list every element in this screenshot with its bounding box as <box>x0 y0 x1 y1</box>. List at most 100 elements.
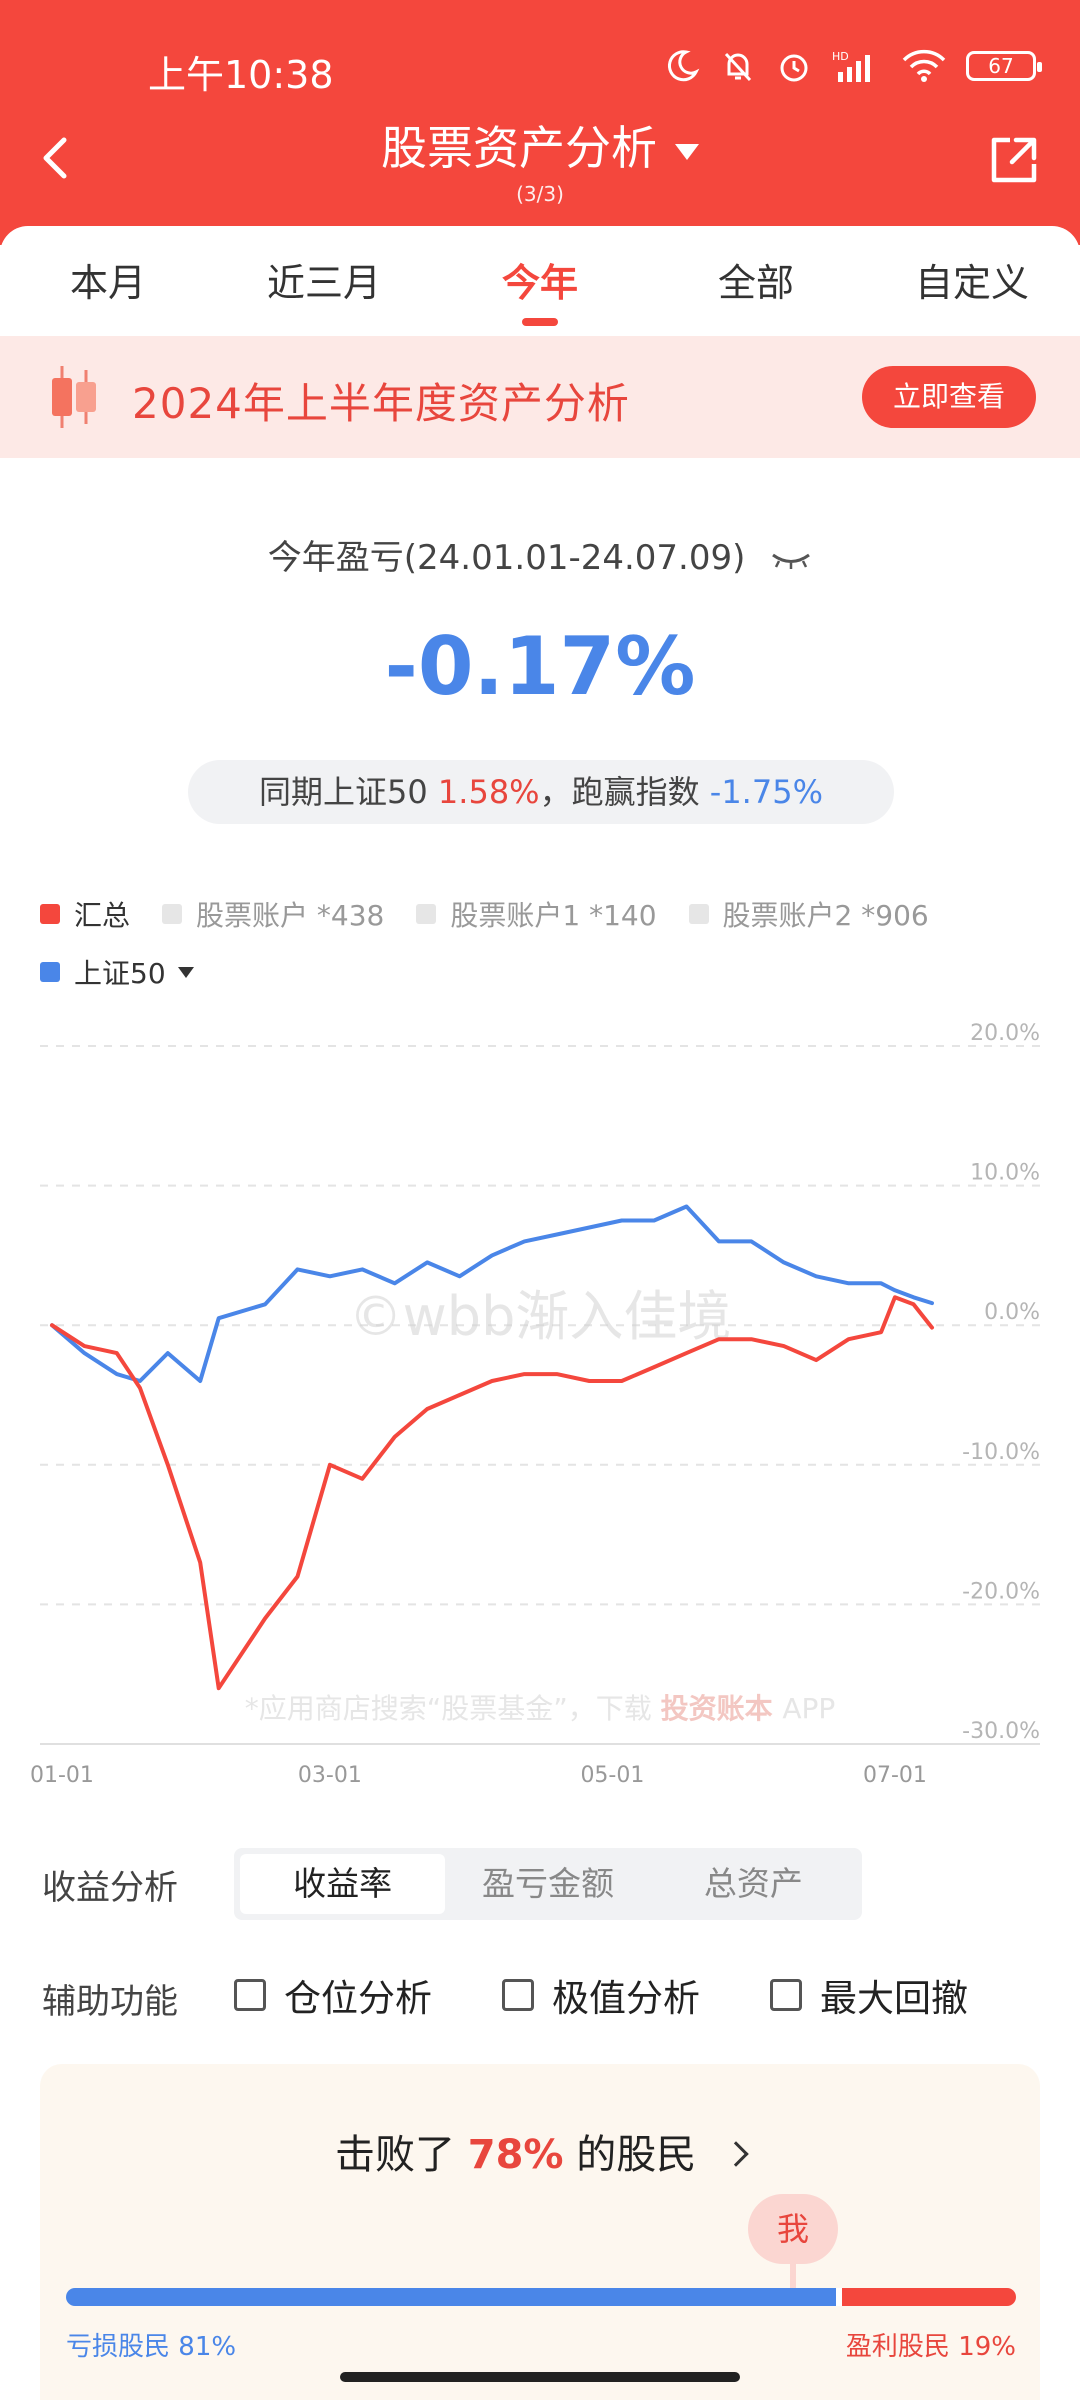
gain-pct: 19% <box>958 2332 1016 2362</box>
watermark: ©wbb渐入佳境 <box>349 1285 732 1348</box>
banner-text: 2024年上半年度资产分析 <box>132 379 630 428</box>
x-tick-label: 01-01 <box>30 1763 94 1788</box>
footer-app: APP <box>782 1692 835 1725</box>
caret-down-icon <box>675 143 699 160</box>
tab-all[interactable]: 全部 <box>717 261 794 305</box>
ranking-card: 击败了 78% 的股民 我 亏损股民 81% 盈利股民 19% <box>40 2064 1040 2400</box>
y-tick-label: -30.0% <box>962 1719 1040 1744</box>
status-bar: 上午10:38 HD 67 <box>0 0 1080 130</box>
index-return: 1.58% <box>437 773 540 811</box>
moon-icon <box>664 48 700 84</box>
back-button[interactable] <box>28 124 88 194</box>
tab-this-year[interactable]: 今年 <box>432 226 648 336</box>
x-tick-label: 03-01 <box>298 1763 362 1788</box>
checkbox-position-analysis[interactable]: 仓位分析 <box>234 1968 432 2022</box>
analysis-label: 收益分析 <box>42 1868 178 1908</box>
legend-total[interactable]: 汇总 <box>40 894 130 934</box>
checkbox-icon <box>234 1979 266 2011</box>
benchmark-line <box>50 1204 934 1383</box>
hd-signal-icon: HD <box>832 48 882 84</box>
me-marker-line <box>790 2260 796 2292</box>
x-tick-label: 05-01 <box>580 1763 644 1788</box>
legend-label: 汇总 <box>74 899 131 932</box>
segment-pnl-amount[interactable]: 盈亏金额 <box>481 1864 614 1903</box>
status-icons: HD 67 <box>664 46 1042 86</box>
share-button[interactable] <box>984 130 1044 190</box>
checkbox-max-drawdown[interactable]: 最大回撤 <box>770 1968 968 2022</box>
excess-return: -1.75% <box>709 773 823 811</box>
checkbox-label: 最大回撤 <box>820 1977 968 2020</box>
gain-label: 盈利股民 19% <box>846 2326 1016 2363</box>
loss-label-text: 亏损股民 <box>66 2332 171 2362</box>
legend-account-438[interactable]: 股票账户 *438 <box>162 894 384 934</box>
page-counter: (3/3) <box>516 182 564 206</box>
aux-label: 辅助功能 <box>42 1982 178 2022</box>
me-marker-bubble: 我 <box>748 2194 838 2264</box>
y-tick-label: 0.0% <box>984 1300 1040 1325</box>
annual-report-banner[interactable]: 2024年上半年度资产分析 立即查看 <box>0 336 1080 458</box>
legend-swatch <box>688 904 709 924</box>
period-label-row: 今年盈亏(24.01.01-24.07.09) <box>0 530 1080 579</box>
checkbox-label: 极值分析 <box>552 1977 700 2020</box>
chart-legend: 汇总 股票账户 *438 股票账户1 *140 股票账户2 *906 上证50 <box>40 892 1060 1008</box>
ranking-prefix: 击败了 <box>335 2132 456 2178</box>
ranking-percent: 78% <box>467 2132 564 2178</box>
period-label: 今年盈亏(24.01.01-24.07.09) <box>267 538 746 578</box>
distribution-bar <box>66 2288 1016 2306</box>
page-title: 股票资产分析 <box>381 121 657 175</box>
legend-account-140[interactable]: 股票账户1 *140 <box>416 894 657 934</box>
legend-swatch <box>416 904 437 924</box>
alarm-icon <box>776 48 812 84</box>
legend-account-906[interactable]: 股票账户2 *906 <box>688 894 929 934</box>
svg-text:HD: HD <box>832 50 849 63</box>
view-now-button[interactable]: 立即查看 <box>862 366 1036 428</box>
segment-return-rate[interactable]: 收益率 <box>240 1854 446 1914</box>
legend-label: 股票账户2 *906 <box>722 899 929 932</box>
checkbox-extreme-analysis[interactable]: 极值分析 <box>502 1968 700 2022</box>
y-tick-label: 10.0% <box>970 1161 1040 1186</box>
legend-swatch <box>162 904 183 924</box>
chevron-right-icon <box>723 2141 749 2167</box>
legend-swatch <box>40 904 60 924</box>
legend-label: 股票账户1 *140 <box>450 899 657 932</box>
return-percentage: -0.17% <box>384 620 696 713</box>
return-chart[interactable]: 20.0% 10.0% 0.0% -10.0% -20.0% -30.0% ©wbb渐入佳境… <box>0 1020 1080 1800</box>
loss-pct: 81% <box>178 2332 237 2362</box>
share-icon <box>991 137 1037 183</box>
analysis-segmented-control: 收益率 盈亏金额 总资产 <box>234 1848 862 1920</box>
loss-label: 亏损股民 81% <box>66 2326 236 2363</box>
page-title-dropdown[interactable]: 股票资产分析 <box>0 112 1080 178</box>
status-time: 上午10:38 <box>148 53 334 97</box>
segment-total-assets[interactable]: 总资产 <box>703 1864 803 1903</box>
caret-down-icon <box>177 966 194 978</box>
wifi-icon <box>902 48 946 84</box>
home-indicator[interactable] <box>340 2372 740 2382</box>
footer-note: *应用商店搜索“股票基金”，下载 投资账本 APP <box>245 1692 836 1725</box>
period-tabs: 本月 近三月 今年 全部 自定义 <box>0 226 1080 336</box>
loss-share-bar <box>66 2288 836 2306</box>
checkbox-icon <box>502 1979 534 2011</box>
y-tick-label: 20.0% <box>970 1021 1040 1046</box>
footer-note-text: *应用商店搜索“股票基金”，下载 <box>245 1692 661 1725</box>
tab-custom[interactable]: 自定义 <box>914 261 1029 305</box>
eye-closed-icon[interactable] <box>770 550 812 570</box>
y-tick-label: -20.0% <box>962 1579 1040 1604</box>
ranking-suffix: 的股民 <box>576 2132 697 2178</box>
candlestick-icon <box>52 366 96 428</box>
legend-benchmark-dropdown[interactable]: 上证50 <box>40 952 194 992</box>
bar-divider <box>835 2288 842 2306</box>
bell-off-icon <box>720 48 756 84</box>
y-tick-label: -10.0% <box>962 1440 1040 1465</box>
app-header: 上午10:38 HD 67 股票资产分析 (3/3) <box>0 0 1080 245</box>
benchmark-compare: 同期上证50 1.58%，跑赢指数 -1.75% <box>188 760 894 824</box>
gain-share-bar <box>841 2288 1016 2306</box>
x-tick-label: 07-01 <box>863 1763 927 1788</box>
footer-brand: 投资账本 <box>661 1692 783 1725</box>
legend-label: 上证50 <box>74 957 166 990</box>
tab-last-three-months[interactable]: 近三月 <box>266 261 381 305</box>
compare-prefix: 同期上证50 <box>259 773 428 811</box>
ranking-title[interactable]: 击败了 78% 的股民 <box>40 2122 1040 2180</box>
return-chart-svg: 20.0% 10.0% 0.0% -10.0% -20.0% -30.0% ©wbb渐入佳境… <box>30 1021 1040 1788</box>
gain-label-text: 盈利股民 <box>845 2332 950 2362</box>
tab-this-month[interactable]: 本月 <box>69 261 146 305</box>
